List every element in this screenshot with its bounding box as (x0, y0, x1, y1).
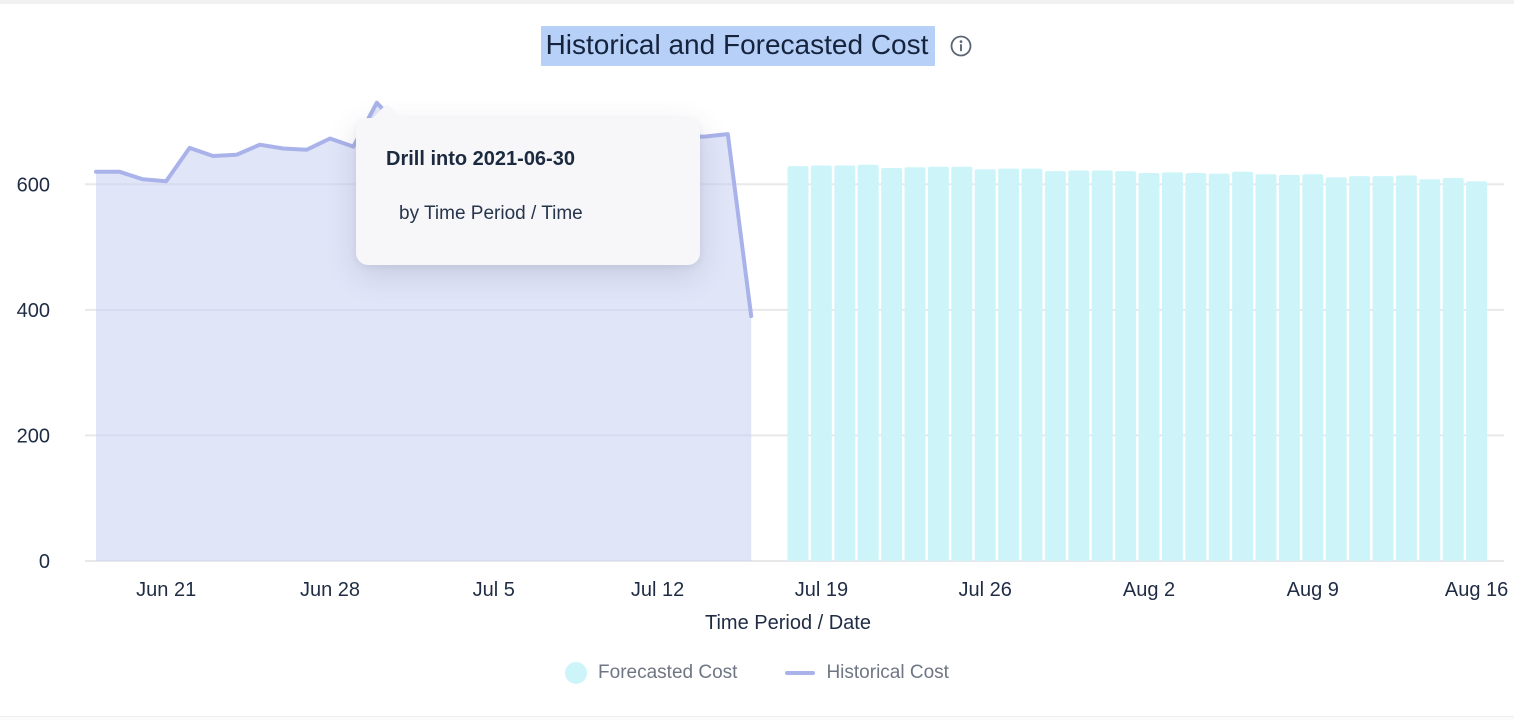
forecast-bar[interactable] (857, 164, 879, 562)
forecast-bar[interactable] (951, 166, 973, 561)
y-tick-label: 600 (17, 174, 50, 196)
forecast-bar[interactable] (1419, 179, 1441, 562)
legend-item-historical-cost[interactable]: Historical Cost (785, 662, 949, 684)
x-tick-label: Jul 12 (631, 579, 684, 601)
y-tick-label: 200 (17, 425, 50, 447)
forecast-bar[interactable] (881, 168, 903, 561)
forecast-bar[interactable] (1278, 174, 1300, 561)
forecast-bar[interactable] (1325, 177, 1347, 561)
x-axis-title: Time Period / Date (705, 612, 871, 634)
forecast-bar[interactable] (998, 168, 1020, 561)
chart-title: Historical and Forecasted Cost (540, 26, 936, 66)
forecast-bar[interactable] (787, 166, 809, 561)
forecast-bar[interactable] (974, 169, 996, 561)
x-tick-label: Aug 16 (1445, 579, 1508, 601)
historical-cost-swatch-icon (785, 671, 816, 675)
tooltip-subtitle: by Time Period / Time (399, 203, 583, 224)
forecasted-cost-swatch-icon (565, 662, 588, 684)
forecast-bar[interactable] (1021, 168, 1043, 561)
legend-label-forecasted-cost: Forecasted Cost (598, 662, 738, 683)
forecast-bar[interactable] (1091, 170, 1113, 562)
forecast-bar[interactable] (1138, 173, 1160, 561)
forecast-bar[interactable] (1466, 181, 1488, 561)
x-tick-label: Jun 21 (136, 579, 196, 601)
x-tick-label: Aug 2 (1123, 579, 1175, 601)
forecast-bar[interactable] (927, 166, 949, 561)
drill-tooltip[interactable]: Drill into 2021-06-30 by Time Period / T… (356, 103, 700, 265)
forecast-bar[interactable] (904, 167, 926, 562)
forecast-bar[interactable] (1442, 178, 1464, 561)
legend: Forecasted Cost Historical Cost (0, 662, 1514, 684)
info-icon[interactable] (949, 34, 973, 58)
forecast-bar[interactable] (1255, 174, 1277, 562)
card-bottom-border (0, 716, 1514, 720)
x-tick-label: Jul 19 (795, 579, 848, 601)
forecast-bar[interactable] (1349, 176, 1371, 561)
y-tick-label: 400 (17, 300, 50, 322)
forecast-bar[interactable] (1185, 173, 1207, 561)
forecast-bar[interactable] (1161, 172, 1183, 561)
chart-title-row: Historical and Forecasted Cost (0, 26, 1514, 66)
y-tick-label: 0 (39, 551, 50, 573)
forecast-bar[interactable] (1115, 171, 1137, 561)
card-top-border (0, 0, 1514, 4)
forecast-bar[interactable] (1395, 175, 1417, 562)
legend-label-historical-cost: Historical Cost (826, 662, 949, 683)
forecast-bar[interactable] (810, 165, 832, 562)
forecast-bar[interactable] (1372, 176, 1394, 561)
x-tick-label: Aug 9 (1287, 579, 1339, 601)
forecast-bar[interactable] (1068, 170, 1090, 562)
x-tick-label: Jul 5 (473, 579, 515, 601)
forecast-bar[interactable] (834, 165, 856, 562)
tooltip-title: Drill into 2021-06-30 (386, 148, 575, 170)
forecast-bar[interactable] (1232, 171, 1254, 561)
forecast-bar[interactable] (1302, 174, 1324, 562)
forecast-bar[interactable] (1044, 171, 1066, 561)
legend-item-forecasted-cost[interactable]: Forecasted Cost (565, 662, 737, 684)
forecast-bar[interactable] (1208, 173, 1230, 561)
x-tick-label: Jul 26 (959, 579, 1012, 601)
x-tick-label: Jun 28 (300, 579, 360, 601)
